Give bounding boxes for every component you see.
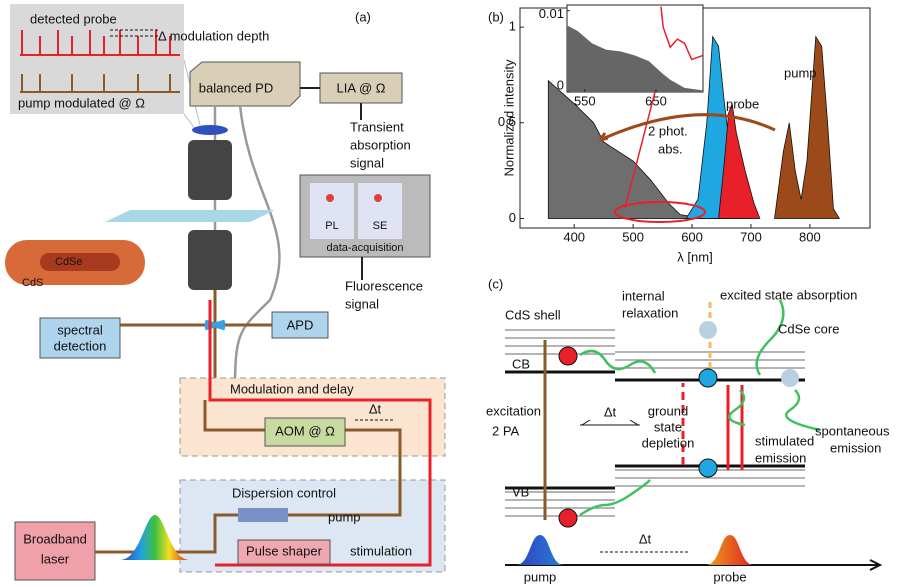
annotation: probe [726, 96, 759, 111]
text: signal [345, 296, 379, 311]
y-tick-label: 0 [557, 77, 564, 92]
electron [559, 347, 577, 365]
text: ground [648, 403, 688, 418]
objective [188, 140, 232, 200]
text: pump modulated @ Ω [18, 95, 145, 110]
panel-label: (b) [488, 9, 504, 24]
text: AOM @ Ω [275, 423, 335, 438]
x-tick-label: 600 [681, 229, 703, 244]
arrow [728, 385, 742, 470]
text: signal [350, 155, 384, 170]
electron [699, 369, 717, 387]
x-tick-label: 400 [563, 229, 585, 244]
annotation: pump [784, 65, 817, 80]
text: internal [622, 288, 665, 303]
text: emission [830, 440, 881, 455]
pulse [516, 535, 754, 565]
hole [699, 459, 717, 477]
annotation: 2 phot. [648, 123, 688, 138]
panel-label: (a) [355, 9, 371, 24]
figure: detected probe Δ modulation depth pump m… [0, 0, 897, 587]
y-tick-label: 0.5 [498, 114, 516, 129]
prism [238, 508, 288, 522]
text: CdSe [55, 256, 83, 268]
text: PL [325, 220, 338, 232]
text: excitation [486, 403, 541, 418]
x-tick-label: 500 [622, 229, 644, 244]
text: relaxation [622, 305, 678, 320]
beam [120, 290, 272, 380]
splitter [205, 322, 225, 328]
text: pump [524, 569, 557, 584]
panel-a: detected probe Δ modulation depth pump m… [5, 4, 445, 580]
text: LIA @ Ω [337, 80, 386, 95]
panel-c: (c) CdS shell internal relaxation excite… [486, 276, 890, 584]
text: CB [512, 356, 530, 371]
text: CdSe core [778, 321, 839, 336]
text: pump [328, 509, 361, 524]
text: Δ modulation depth [158, 28, 269, 43]
optic [192, 125, 228, 135]
text: detection [54, 338, 107, 353]
text: emission [755, 450, 806, 465]
x-tick-label: 650 [645, 93, 667, 108]
text: Modulation and delay [230, 381, 354, 396]
y-tick-label: 0.01 [539, 6, 564, 21]
text: laser [41, 551, 70, 566]
text: CdS shell [505, 307, 561, 322]
text: Broadband [23, 531, 87, 546]
panel-label: (c) [488, 276, 503, 291]
text: Δt [639, 531, 652, 546]
text: SE [373, 220, 388, 232]
text: Δt [369, 401, 382, 416]
annotation: abs. [658, 141, 683, 156]
text: Fluorescence [345, 278, 423, 293]
text: stimulated [755, 433, 814, 448]
spot [326, 194, 334, 202]
slide [105, 210, 275, 222]
text: Transient [350, 119, 404, 134]
text: absorption [350, 137, 411, 152]
text: VB [512, 484, 529, 499]
electron [699, 321, 717, 339]
text: spontaneous [815, 423, 890, 438]
hole [559, 509, 577, 527]
y-tick-label: 1 [509, 19, 516, 34]
text: spectral [57, 322, 103, 337]
text: data-acquisition [326, 242, 403, 254]
text: 2 PA [492, 423, 520, 438]
text: excited state absorption [720, 287, 857, 302]
text: probe [713, 569, 746, 584]
electron [781, 369, 799, 387]
text: depletion [642, 435, 695, 450]
text: APD [287, 317, 314, 332]
text: state [654, 419, 682, 434]
text: stimulation [350, 543, 412, 558]
text: Dispersion control [232, 485, 336, 500]
arrow [580, 420, 640, 425]
text: Δt [604, 404, 617, 419]
text: balanced PD [199, 80, 273, 95]
text: Pulse shaper [246, 543, 323, 558]
text: detected probe [30, 11, 117, 26]
y-tick-label: 0 [509, 210, 516, 225]
x-tick-label: 700 [740, 229, 762, 244]
x-axis-label: λ [nm] [677, 249, 712, 264]
x-tick-label: 550 [574, 93, 596, 108]
objective [188, 230, 232, 290]
spot [374, 194, 382, 202]
text: CdS [22, 277, 43, 289]
x-tick-label: 800 [799, 229, 821, 244]
